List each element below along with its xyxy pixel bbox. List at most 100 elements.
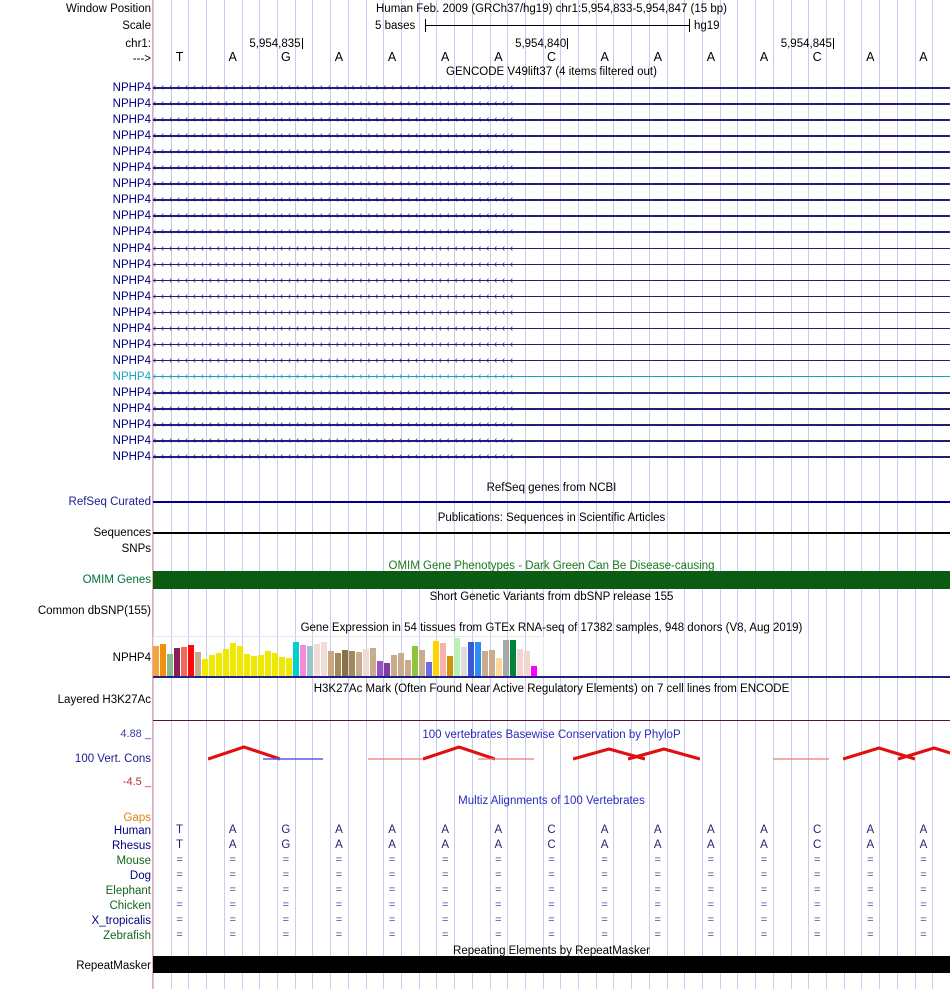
gtex-tissue-bar[interactable] bbox=[433, 641, 440, 676]
gtex-tissue-bar[interactable] bbox=[398, 653, 405, 676]
gene-row[interactable]: ‹‹‹‹‹‹‹‹‹‹‹‹‹‹‹‹‹‹‹‹‹‹‹‹‹‹‹‹‹‹‹‹‹‹‹‹‹‹‹‹… bbox=[153, 435, 950, 447]
gtex-tissue-bar[interactable] bbox=[272, 653, 279, 676]
gtex-tissue-bar[interactable] bbox=[489, 650, 496, 676]
conservation-label[interactable]: 100 Vert. Cons bbox=[74, 753, 151, 765]
gtex-tissue-bar[interactable] bbox=[370, 648, 377, 676]
gene-row-label[interactable]: NPHP4 bbox=[112, 130, 151, 143]
layered-h3k27ac-label[interactable]: Layered H3K27Ac bbox=[57, 694, 151, 706]
gene-row-label[interactable]: NPHP4 bbox=[112, 386, 151, 399]
publications-feature-line[interactable] bbox=[153, 532, 950, 534]
omim-gene-block[interactable] bbox=[153, 571, 950, 589]
gtex-tissue-bar[interactable] bbox=[475, 642, 482, 676]
gtex-tissue-bar[interactable] bbox=[265, 651, 272, 676]
gene-row[interactable]: ‹‹‹‹‹‹‹‹‹‹‹‹‹‹‹‹‹‹‹‹‹‹‹‹‹‹‹‹‹‹‹‹‹‹‹‹‹‹‹‹… bbox=[153, 210, 950, 222]
gtex-tissue-bar[interactable] bbox=[349, 651, 356, 676]
gtex-tissue-bar[interactable] bbox=[258, 655, 265, 676]
gtex-tissue-bar[interactable] bbox=[440, 643, 447, 676]
multiz-row[interactable]: = = = = = = = = = = = = = = = bbox=[153, 914, 950, 927]
gtex-tissue-bar[interactable] bbox=[384, 663, 391, 676]
gene-row[interactable]: ‹‹‹‹‹‹‹‹‹‹‹‹‹‹‹‹‹‹‹‹‹‹‹‹‹‹‹‹‹‹‹‹‹‹‹‹‹‹‹‹… bbox=[153, 162, 950, 174]
gene-row-label[interactable]: NPHP4 bbox=[112, 354, 151, 367]
gtex-tissue-bar[interactable] bbox=[426, 662, 433, 676]
gene-row-label[interactable]: NPHP4 bbox=[112, 338, 151, 351]
species-label[interactable]: Rhesus bbox=[112, 840, 151, 852]
gene-row-label[interactable]: NPHP4 bbox=[112, 274, 151, 287]
multiz-row[interactable]: = = = = = = = = = = = = = = = bbox=[153, 884, 950, 897]
gene-row-label[interactable]: NPHP4 bbox=[112, 419, 151, 432]
repeatmasker-label[interactable]: RepeatMasker bbox=[76, 960, 151, 972]
gtex-tissue-bar[interactable] bbox=[202, 659, 209, 676]
species-label[interactable]: Dog bbox=[129, 870, 151, 882]
gtex-tissue-bar[interactable] bbox=[195, 652, 202, 676]
refseq-curated-label[interactable]: RefSeq Curated bbox=[68, 496, 151, 508]
gtex-tissue-bar[interactable] bbox=[251, 656, 258, 676]
multiz-row[interactable]: = = = = = = = = = = = = = = = bbox=[153, 854, 950, 867]
gtex-tissue-bar[interactable] bbox=[286, 658, 293, 676]
gtex-tissue-bar[interactable] bbox=[293, 642, 300, 676]
gtex-tissue-bar[interactable] bbox=[321, 642, 328, 676]
gtex-tissue-bar[interactable] bbox=[328, 651, 335, 676]
gtex-gene-label[interactable]: NPHP4 bbox=[112, 652, 151, 664]
gtex-tissue-bar[interactable] bbox=[419, 650, 426, 676]
gene-row[interactable]: ‹‹‹‹‹‹‹‹‹‹‹‹‹‹‹‹‹‹‹‹‹‹‹‹‹‹‹‹‹‹‹‹‹‹‹‹‹‹‹‹… bbox=[153, 82, 950, 94]
conservation-plot[interactable] bbox=[153, 720, 950, 790]
gene-row-label[interactable]: NPHP4 bbox=[112, 162, 151, 175]
gene-row[interactable]: ‹‹‹‹‹‹‹‹‹‹‹‹‹‹‹‹‹‹‹‹‹‹‹‹‹‹‹‹‹‹‹‹‹‹‹‹‹‹‹‹… bbox=[153, 291, 950, 303]
gene-row-label[interactable]: NPHP4 bbox=[112, 435, 151, 448]
gene-row-label[interactable]: NPHP4 bbox=[112, 258, 151, 271]
refseq-feature-line[interactable] bbox=[153, 501, 950, 503]
gene-row-label[interactable]: NPHP4 bbox=[112, 322, 151, 335]
gtex-tissue-bar[interactable] bbox=[174, 648, 181, 676]
gene-row-label[interactable]: NPHP4 bbox=[112, 146, 151, 159]
gene-row[interactable]: ‹‹‹‹‹‹‹‹‹‹‹‹‹‹‹‹‹‹‹‹‹‹‹‹‹‹‹‹‹‹‹‹‹‹‹‹‹‹‹‹… bbox=[153, 178, 950, 190]
gene-row[interactable]: ‹‹‹‹‹‹‹‹‹‹‹‹‹‹‹‹‹‹‹‹‹‹‹‹‹‹‹‹‹‹‹‹‹‹‹‹‹‹‹‹… bbox=[153, 226, 950, 238]
gtex-expression-chart[interactable] bbox=[153, 636, 950, 678]
gene-row[interactable]: ‹‹‹‹‹‹‹‹‹‹‹‹‹‹‹‹‹‹‹‹‹‹‹‹‹‹‹‹‹‹‹‹‹‹‹‹‹‹‹‹… bbox=[153, 275, 950, 287]
gene-row-label[interactable]: NPHP4 bbox=[112, 242, 151, 255]
gene-row[interactable]: ‹‹‹‹‹‹‹‹‹‹‹‹‹‹‹‹‹‹‹‹‹‹‹‹‹‹‹‹‹‹‹‹‹‹‹‹‹‹‹‹… bbox=[153, 194, 950, 206]
gene-row[interactable]: ‹‹‹‹‹‹‹‹‹‹‹‹‹‹‹‹‹‹‹‹‹‹‹‹‹‹‹‹‹‹‹‹‹‹‹‹‹‹‹‹… bbox=[153, 339, 950, 351]
gtex-tissue-bar[interactable] bbox=[363, 649, 370, 676]
gene-row[interactable]: ‹‹‹‹‹‹‹‹‹‹‹‹‹‹‹‹‹‹‹‹‹‹‹‹‹‹‹‹‹‹‹‹‹‹‹‹‹‹‹‹… bbox=[153, 259, 950, 271]
species-label[interactable]: Mouse bbox=[116, 855, 151, 867]
gtex-tissue-bar[interactable] bbox=[405, 660, 412, 676]
gene-row[interactable]: ‹‹‹‹‹‹‹‹‹‹‹‹‹‹‹‹‹‹‹‹‹‹‹‹‹‹‹‹‹‹‹‹‹‹‹‹‹‹‹‹… bbox=[153, 307, 950, 319]
gene-row[interactable]: ‹‹‹‹‹‹‹‹‹‹‹‹‹‹‹‹‹‹‹‹‹‹‹‹‹‹‹‹‹‹‹‹‹‹‹‹‹‹‹‹… bbox=[153, 387, 950, 399]
gtex-tissue-bar[interactable] bbox=[188, 645, 195, 676]
gtex-tissue-bar[interactable] bbox=[230, 643, 237, 676]
snps-label[interactable]: SNPs bbox=[121, 543, 151, 555]
gtex-tissue-bar[interactable] bbox=[216, 653, 223, 676]
gene-row[interactable]: ‹‹‹‹‹‹‹‹‹‹‹‹‹‹‹‹‹‹‹‹‹‹‹‹‹‹‹‹‹‹‹‹‹‹‹‹‹‹‹‹… bbox=[153, 114, 950, 126]
gene-row-label[interactable]: NPHP4 bbox=[112, 451, 151, 464]
gtex-tissue-bar[interactable] bbox=[461, 647, 468, 676]
gtex-tissue-bar[interactable] bbox=[237, 646, 244, 676]
gtex-tissue-bar[interactable] bbox=[279, 657, 286, 676]
gtex-tissue-bar[interactable] bbox=[307, 646, 314, 676]
gene-row-label[interactable]: NPHP4 bbox=[112, 82, 151, 94]
gtex-tissue-bar[interactable] bbox=[412, 646, 419, 676]
gtex-tissue-bar[interactable] bbox=[153, 646, 160, 676]
gtex-tissue-bar[interactable] bbox=[356, 652, 363, 676]
gtex-tissue-bar[interactable] bbox=[335, 653, 342, 676]
gtex-tissue-bar[interactable] bbox=[300, 645, 307, 676]
gtex-tissue-bar[interactable] bbox=[209, 655, 216, 676]
gaps-label[interactable]: Gaps bbox=[123, 812, 152, 824]
gtex-tissue-bar[interactable] bbox=[503, 640, 510, 676]
gene-row[interactable]: ‹‹‹‹‹‹‹‹‹‹‹‹‹‹‹‹‹‹‹‹‹‹‹‹‹‹‹‹‹‹‹‹‹‹‹‹‹‹‹‹… bbox=[153, 403, 950, 415]
gtex-tissue-bar[interactable] bbox=[223, 649, 230, 676]
gene-row[interactable]: ‹‹‹‹‹‹‹‹‹‹‹‹‹‹‹‹‹‹‹‹‹‹‹‹‹‹‹‹‹‹‹‹‹‹‹‹‹‹‹‹… bbox=[153, 323, 950, 335]
gtex-bars[interactable] bbox=[153, 638, 538, 676]
gtex-tissue-bar[interactable] bbox=[524, 651, 531, 676]
gene-row-label[interactable]: NPHP4 bbox=[112, 370, 151, 383]
gene-row[interactable]: ‹‹‹‹‹‹‹‹‹‹‹‹‹‹‹‹‹‹‹‹‹‹‹‹‹‹‹‹‹‹‹‹‹‹‹‹‹‹‹‹… bbox=[153, 130, 950, 142]
gene-row[interactable]: ‹‹‹‹‹‹‹‹‹‹‹‹‹‹‹‹‹‹‹‹‹‹‹‹‹‹‹‹‹‹‹‹‹‹‹‹‹‹‹‹… bbox=[153, 355, 950, 367]
species-label[interactable]: Chicken bbox=[109, 900, 151, 912]
gtex-tissue-bar[interactable] bbox=[244, 654, 251, 676]
sequences-label[interactable]: Sequences bbox=[93, 527, 151, 539]
gene-row[interactable]: ‹‹‹‹‹‹‹‹‹‹‹‹‹‹‹‹‹‹‹‹‹‹‹‹‹‹‹‹‹‹‹‹‹‹‹‹‹‹‹‹… bbox=[153, 243, 950, 255]
gene-row-label[interactable]: NPHP4 bbox=[112, 210, 151, 223]
omim-genes-label[interactable]: OMIM Genes bbox=[82, 574, 151, 586]
multiz-row[interactable]: = = = = = = = = = = = = = = = bbox=[153, 929, 950, 942]
